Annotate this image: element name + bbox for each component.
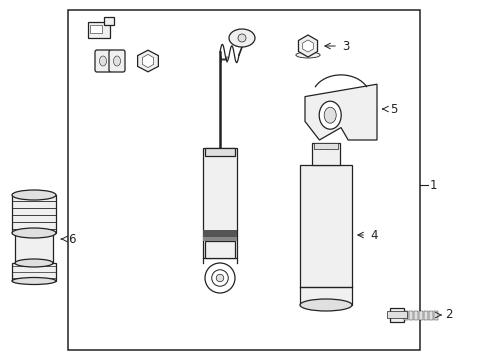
- Bar: [386, 311, 406, 318]
- Text: 6: 6: [68, 233, 75, 246]
- Polygon shape: [305, 84, 376, 140]
- Ellipse shape: [113, 56, 120, 66]
- Ellipse shape: [15, 259, 53, 267]
- Bar: [12, 195, 56, 233]
- Bar: [104, 17, 114, 25]
- FancyBboxPatch shape: [109, 50, 125, 72]
- Bar: [299, 165, 351, 305]
- Polygon shape: [137, 50, 158, 72]
- Bar: [311, 143, 340, 165]
- Bar: [203, 237, 237, 241]
- Circle shape: [238, 34, 245, 42]
- Bar: [204, 241, 235, 258]
- Text: 1: 1: [429, 179, 437, 192]
- Polygon shape: [298, 35, 317, 57]
- Bar: [389, 308, 403, 322]
- Bar: [418, 311, 422, 320]
- Ellipse shape: [99, 56, 106, 66]
- Bar: [203, 148, 237, 258]
- Bar: [203, 230, 237, 237]
- Bar: [428, 311, 432, 320]
- FancyBboxPatch shape: [95, 50, 111, 72]
- Ellipse shape: [12, 278, 56, 284]
- Bar: [408, 311, 412, 320]
- Bar: [313, 143, 338, 149]
- Text: 2: 2: [444, 309, 451, 321]
- Bar: [88, 22, 110, 38]
- Circle shape: [211, 270, 228, 286]
- Bar: [433, 311, 437, 320]
- Bar: [204, 148, 235, 156]
- Ellipse shape: [319, 101, 341, 129]
- Ellipse shape: [12, 190, 56, 200]
- Bar: [15, 233, 53, 263]
- Text: 4: 4: [369, 229, 377, 242]
- Polygon shape: [142, 54, 153, 68]
- Text: 5: 5: [389, 103, 397, 116]
- Ellipse shape: [12, 228, 56, 238]
- Ellipse shape: [228, 29, 254, 47]
- Ellipse shape: [299, 299, 351, 311]
- Bar: [423, 311, 427, 320]
- Bar: [413, 311, 417, 320]
- Polygon shape: [302, 40, 313, 52]
- Bar: [68, 10, 419, 350]
- Ellipse shape: [324, 107, 336, 123]
- Circle shape: [216, 274, 224, 282]
- Ellipse shape: [295, 52, 320, 58]
- Text: 3: 3: [341, 40, 348, 53]
- Circle shape: [204, 263, 235, 293]
- Bar: [12, 263, 56, 281]
- Bar: [90, 25, 102, 33]
- Bar: [403, 311, 407, 320]
